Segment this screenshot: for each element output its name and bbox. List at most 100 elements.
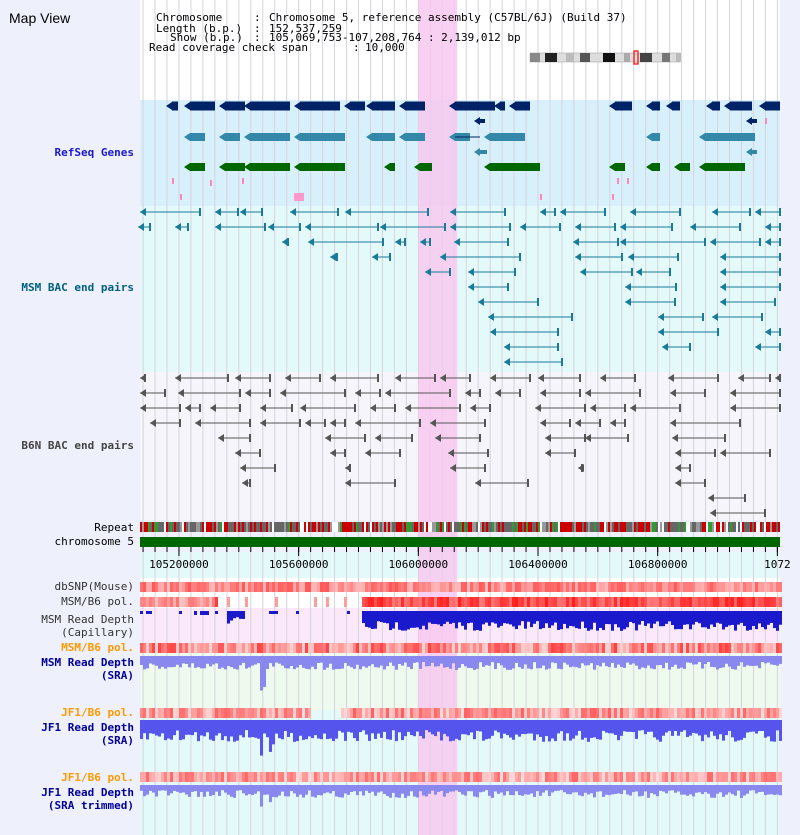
jf1-b6-pol-trimmed-cell <box>194 772 197 782</box>
ideogram-band <box>580 53 590 62</box>
dbsnp-density-cell <box>233 582 236 592</box>
repeat-element <box>434 522 436 532</box>
msm-b6-pol-sra-cell <box>752 643 755 653</box>
msm-capillary-depth-bar <box>434 611 437 624</box>
msm-b6-pol-cell <box>539 597 542 607</box>
dbsnp-density-cell <box>173 582 176 592</box>
repeat-element <box>454 522 456 532</box>
repeat-element <box>696 522 698 532</box>
b6n-bac-pair-end <box>370 404 376 412</box>
msm-sra-depth-bar <box>254 656 257 665</box>
repeat-element <box>316 522 318 532</box>
jf1-b6-pol-cell <box>443 708 446 718</box>
b6n-bac-track[interactable] <box>140 374 781 517</box>
jf1-b6-pol-cell <box>665 708 668 718</box>
jf1-sra-depth-bar <box>503 720 506 734</box>
dbsnp-density-cell <box>431 582 434 592</box>
msm-b6-pol-sra-cell <box>140 643 143 653</box>
jf1-trimmed-depth-bar <box>182 785 185 793</box>
msm-b6-pol-sra-cell <box>176 643 179 653</box>
label-b6n-bac[interactable]: B6N BAC end pairs <box>21 439 134 452</box>
jf1-b6-pol-trimmed-cell <box>644 772 647 782</box>
repeat-element <box>576 522 578 532</box>
jf1-b6-pol-cell <box>590 708 593 718</box>
msm-b6-pol-sra-cell <box>326 643 329 653</box>
jf1-b6-pol-trimmed-cell <box>494 772 497 782</box>
msm-capillary-depth-bar <box>557 611 560 630</box>
msm-sra-depth-bar <box>545 656 548 670</box>
polymorphism-heatmaps[interactable] <box>140 582 782 782</box>
msm-bac-pair-end <box>755 208 761 216</box>
jf1-b6-pol-trimmed-cell <box>203 772 206 782</box>
repeat-track[interactable] <box>140 522 780 532</box>
msm-sra-depth-bar <box>689 656 692 663</box>
jf1-sra-depth-bar <box>743 720 746 738</box>
chromosome-bar[interactable] <box>140 537 780 547</box>
msm-b6-pol-sra-cell <box>497 643 500 653</box>
msm-capillary-depth-bar <box>650 611 653 629</box>
jf1-sra-depth-bar <box>404 720 407 737</box>
jf1-trimmed-depth-bar <box>476 785 479 798</box>
msm-sra-depth-bar <box>623 656 626 668</box>
jf1-b6-pol-trimmed-cell <box>761 772 764 782</box>
label-msm-bac[interactable]: MSM BAC end pairs <box>21 281 134 294</box>
jf1-trimmed-depth-bar <box>752 785 755 791</box>
jf1-trimmed-depth-bar <box>335 785 338 797</box>
jf1-b6-pol-trimmed-cell <box>749 772 752 782</box>
chromosome-ideogram[interactable] <box>529 50 681 65</box>
msm-capillary-depth-bar <box>554 611 557 623</box>
jf1-sra-depth-bar <box>716 720 719 740</box>
msm-bac-pair-end <box>537 298 539 306</box>
jf1-b6-pol-cell <box>560 708 563 718</box>
repeat-element <box>232 522 234 532</box>
repeat-element <box>320 522 322 532</box>
msm-bac-pair-end <box>488 313 494 321</box>
repeat-element <box>340 522 342 532</box>
msm-bac-track[interactable] <box>138 208 781 366</box>
repeat-element <box>624 522 626 532</box>
read-depth-tracks[interactable] <box>140 611 782 807</box>
gene-body <box>480 119 485 123</box>
jf1-sra-depth-bar <box>383 720 386 732</box>
jf1-b6-pol-trimmed-cell <box>176 772 179 782</box>
msm-capillary-depth-bar <box>452 611 455 623</box>
msm-b6-pol-cell <box>494 597 497 607</box>
repeat-element <box>498 522 500 532</box>
repeat-element <box>140 522 142 532</box>
dbsnp-density-cell <box>410 582 413 592</box>
jf1-b6-pol-trimmed-cell <box>500 772 503 782</box>
msm-sra-depth-bar <box>749 656 752 666</box>
msm-b6-pol-sra-cell <box>191 643 194 653</box>
dbsnp-density-cell <box>290 582 293 592</box>
b6n-bac-pair-end <box>164 389 166 397</box>
jf1-b6-pol-cell <box>557 708 560 718</box>
repeat-element <box>200 522 202 532</box>
msm-sra-depth-bar <box>734 656 737 670</box>
jf1-b6-pol-cell <box>308 708 311 718</box>
dbsnp-density-cell <box>227 582 230 592</box>
jf1-b6-pol-trimmed-cell <box>662 772 665 782</box>
dbsnp-density-cell <box>437 582 440 592</box>
msm-bac-pair-end <box>337 208 339 216</box>
b6n-bac-pair-end <box>585 389 591 397</box>
dbsnp-density-cell <box>221 582 224 592</box>
dbsnp-density-cell <box>449 582 452 592</box>
jf1-b6-pol-cell <box>296 708 299 718</box>
dbsnp-density-cell <box>245 582 248 592</box>
dbsnp-density-cell <box>455 582 458 592</box>
label-refseq-genes[interactable]: RefSeq Genes <box>55 146 134 159</box>
repeat-element <box>404 522 406 532</box>
msm-b6-pol-cell <box>422 597 425 607</box>
msm-bac-pair-end <box>336 253 338 261</box>
msm-sra-depth-bar <box>380 656 383 666</box>
jf1-b6-pol-cell <box>542 708 545 718</box>
jf1-b6-pol-cell <box>344 708 347 718</box>
msm-b6-pol-sra-cell <box>329 643 332 653</box>
refseq-genes-track[interactable] <box>166 101 780 202</box>
dbsnp-density-cell <box>746 582 749 592</box>
msm-b6-pol-cell <box>383 597 386 607</box>
jf1-trimmed-depth-bar <box>254 785 257 794</box>
msm-b6-pol-sra-cell <box>260 643 263 653</box>
jf1-b6-pol-trimmed-cell <box>572 772 575 782</box>
